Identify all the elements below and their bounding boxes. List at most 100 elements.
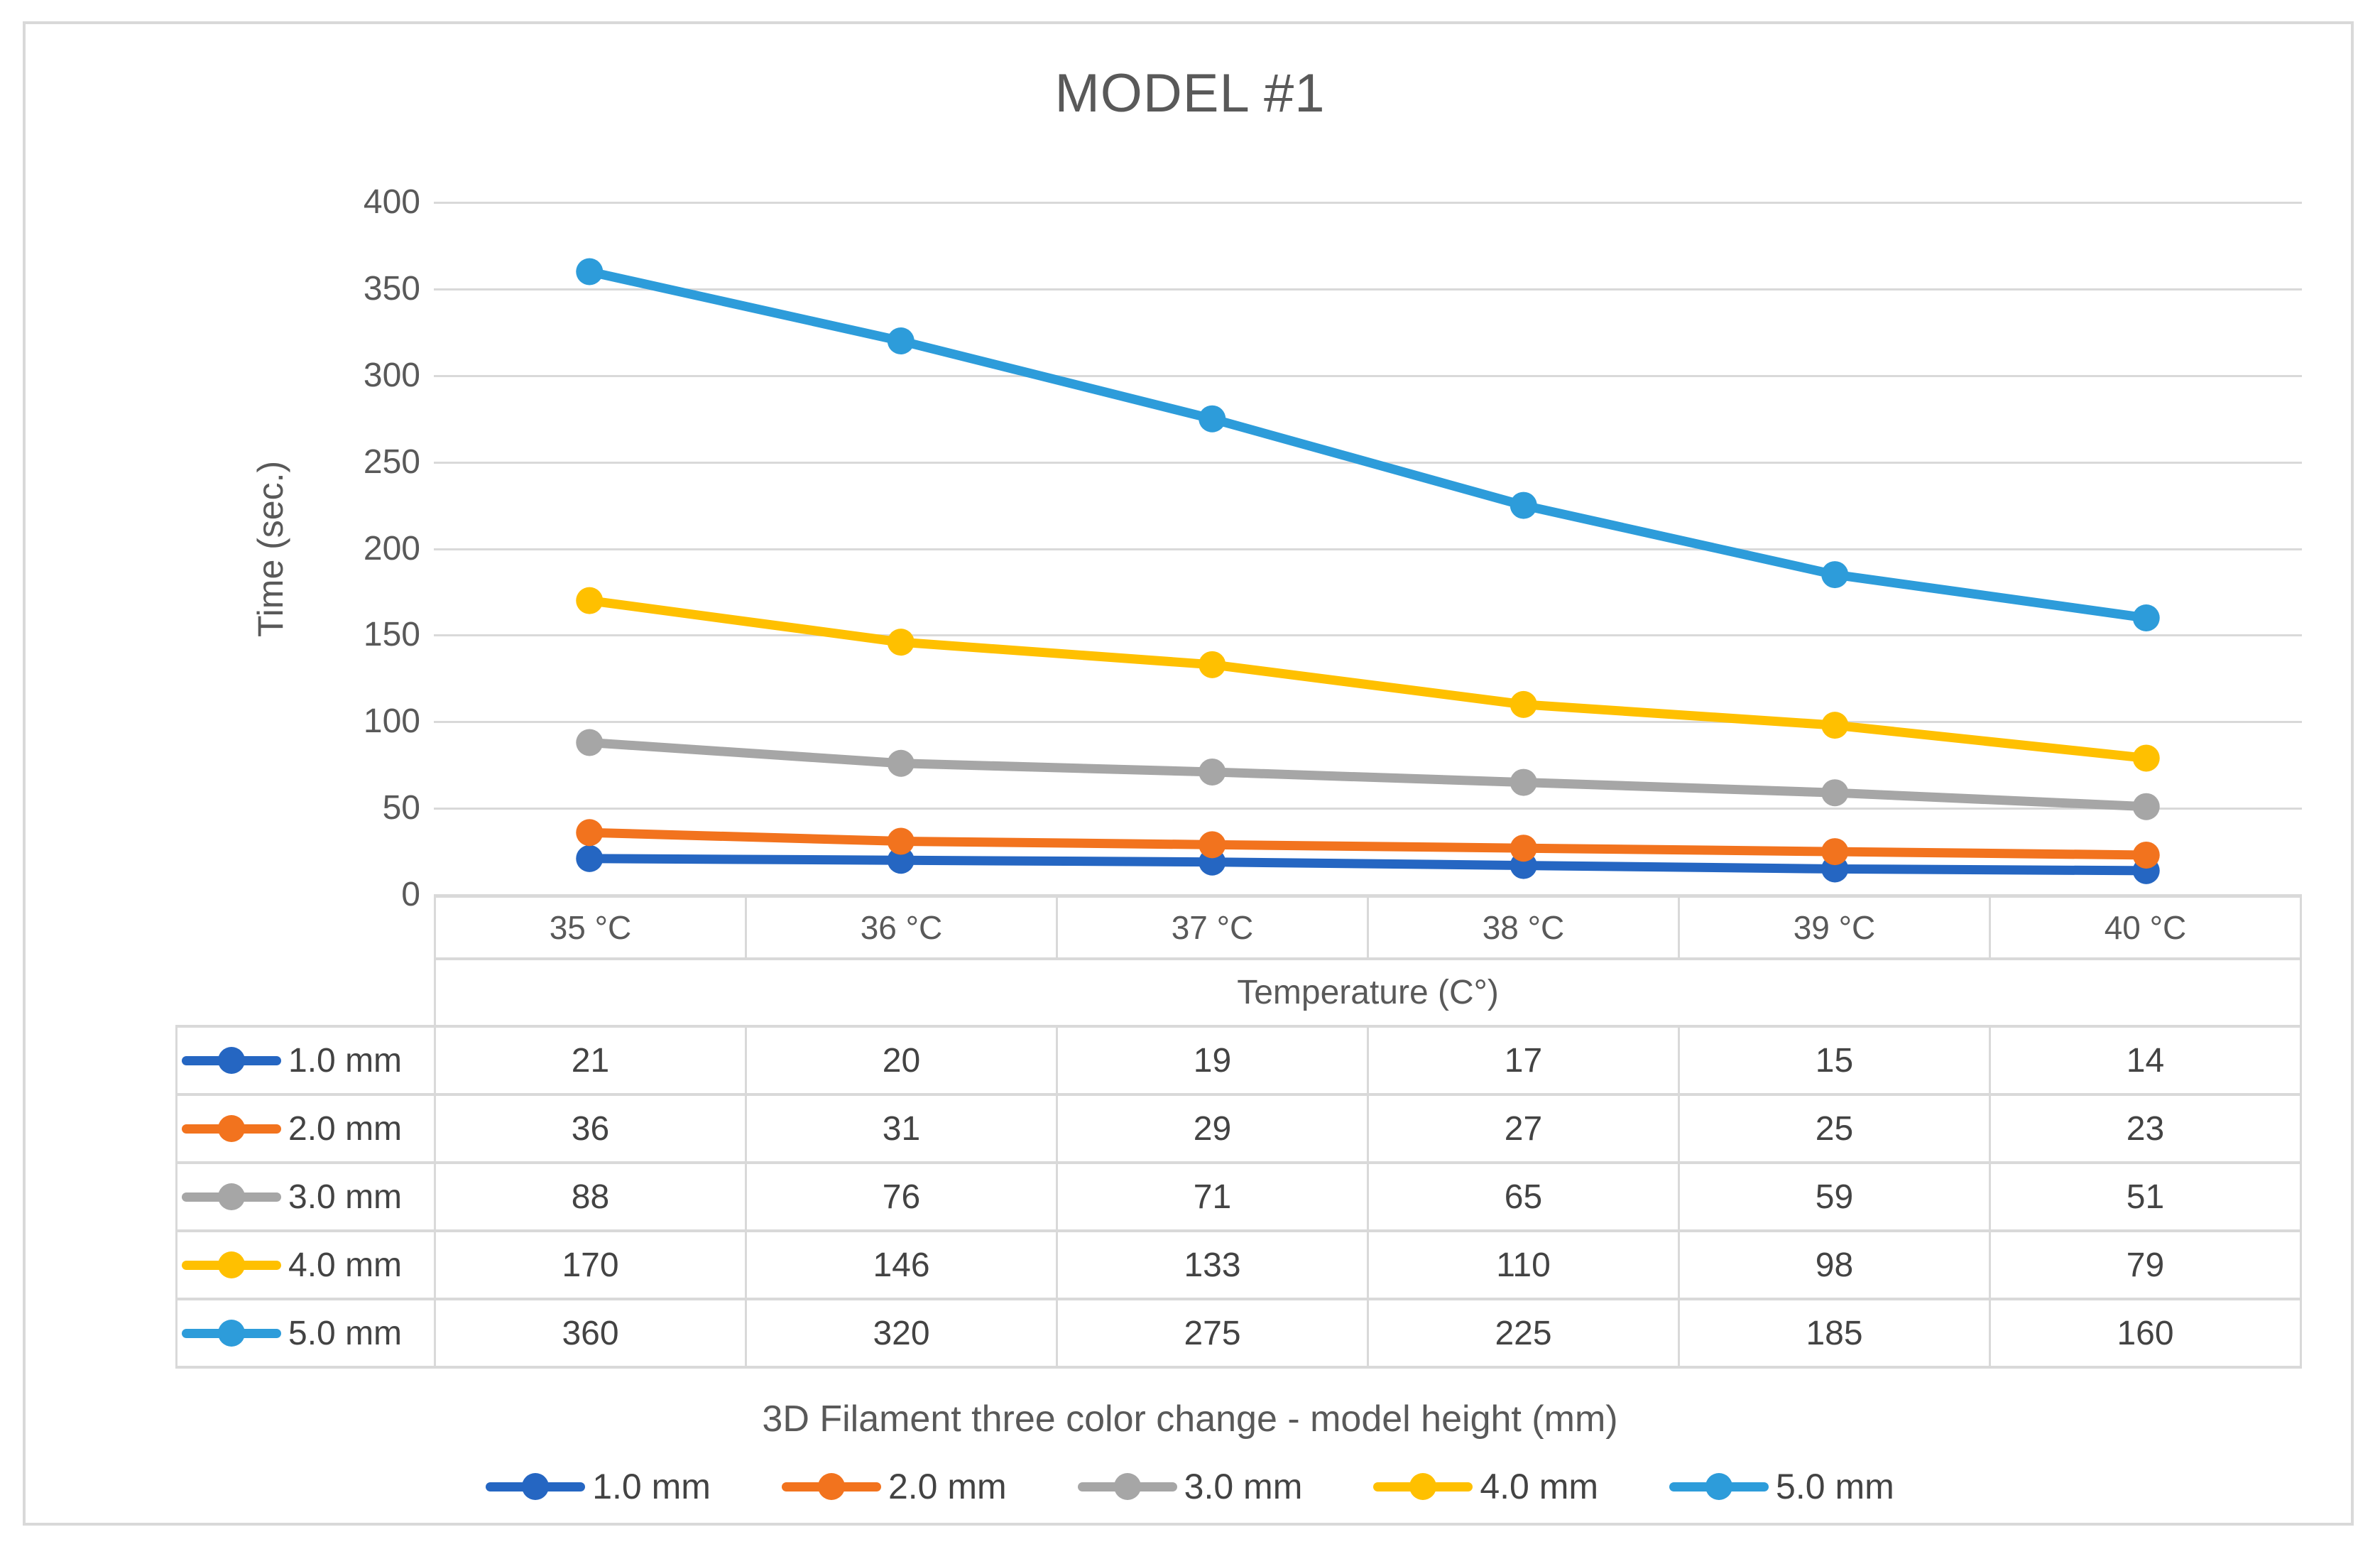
- series-dot-icon: [218, 1320, 245, 1347]
- value-cell: 160: [1989, 1298, 2302, 1369]
- series-key-cell: 1.0 mm: [175, 1025, 436, 1096]
- data-point-marker: [887, 827, 915, 855]
- value-cell: 76: [745, 1161, 1058, 1232]
- data-point-marker: [887, 327, 915, 354]
- series-key-label: 4.0 mm: [288, 1246, 403, 1284]
- data-point-marker: [887, 749, 915, 777]
- data-point-marker: [576, 587, 604, 614]
- series-marker-icon: [182, 1181, 281, 1212]
- chart-legend: 1.0 mm 2.0 mm 3.0 mm 4.0 mm 5.0 mm: [0, 1466, 2380, 1507]
- legend-item-label: 5.0 mm: [1776, 1467, 1894, 1506]
- legend-item-label: 2.0 mm: [888, 1467, 1007, 1506]
- data-point-marker: [1510, 690, 1537, 718]
- y-tick-label: 0: [401, 876, 420, 913]
- legend-item-label: 3.0 mm: [1184, 1467, 1303, 1506]
- x-axis-title-cell: Temperature (C°): [434, 957, 2302, 1028]
- y-axis-label: Time (sec.): [251, 460, 290, 637]
- legend-item-label: 1.0 mm: [592, 1467, 711, 1506]
- data-point-marker: [1821, 712, 1849, 739]
- horizontal-gridline: [434, 721, 2302, 724]
- series-marker-icon: [1669, 1471, 1769, 1502]
- legend-item: 3.0 mm: [1077, 1466, 1303, 1507]
- series-dot-icon: [817, 1473, 845, 1500]
- value-cell: 98: [1678, 1229, 1991, 1300]
- horizontal-gridline: [434, 894, 2302, 896]
- y-tick-label: 250: [363, 442, 420, 481]
- table-row: 2.0 mm 36 31 29 27 25 23: [175, 1093, 2302, 1164]
- series-dot-icon: [218, 1047, 245, 1074]
- value-cell: 65: [1367, 1161, 1680, 1232]
- value-cell: 27: [1367, 1093, 1680, 1164]
- series-marker-icon: [182, 1317, 281, 1349]
- series-marker-icon: [182, 1113, 281, 1144]
- value-cell: 275: [1056, 1298, 1369, 1369]
- series-dot-icon: [522, 1473, 550, 1500]
- value-cell: 170: [434, 1229, 747, 1300]
- value-cell: 29: [1056, 1093, 1369, 1164]
- line-chart-plot-area: [576, 258, 2160, 884]
- horizontal-gridline: [434, 808, 2302, 810]
- value-cell: 320: [745, 1298, 1058, 1369]
- data-point-marker: [1821, 561, 1849, 589]
- series-dot-icon: [1409, 1473, 1437, 1500]
- series-axis-title: 3D Filament three color change - model h…: [762, 1398, 1618, 1440]
- data-point-marker: [2132, 841, 2160, 869]
- series-dot-icon: [1113, 1473, 1141, 1500]
- series-key-label: 5.0 mm: [288, 1314, 403, 1352]
- value-cell: 31: [745, 1093, 1058, 1164]
- category-header-cell: 38 °C: [1367, 895, 1680, 960]
- value-cell: 21: [434, 1025, 747, 1096]
- value-cell: 20: [745, 1025, 1058, 1096]
- series-key-cell: 3.0 mm: [175, 1161, 436, 1232]
- data-point-marker: [576, 729, 604, 756]
- data-point-marker: [576, 844, 604, 872]
- data-point-marker: [887, 847, 915, 874]
- y-tick-label: 150: [363, 616, 420, 654]
- y-tick-label: 50: [382, 789, 420, 827]
- y-tick-label: 200: [363, 529, 420, 567]
- value-cell: 185: [1678, 1298, 1991, 1369]
- legend-item: 1.0 mm: [486, 1466, 711, 1507]
- table-corner-blank: [177, 959, 435, 1026]
- value-cell: 133: [1056, 1229, 1369, 1300]
- series-marker-icon: [182, 1249, 281, 1281]
- data-point-marker: [2132, 793, 2160, 820]
- data-point-marker: [1199, 831, 1226, 859]
- series-line-2.0-mm: [584, 827, 2151, 860]
- data-point-marker: [1510, 768, 1537, 796]
- category-header-cell: 36 °C: [745, 895, 1058, 960]
- value-cell: 360: [434, 1298, 747, 1369]
- horizontal-gridline: [434, 288, 2302, 290]
- value-cell: 51: [1989, 1161, 2302, 1232]
- value-cell: 59: [1678, 1161, 1991, 1232]
- data-point-marker: [1199, 405, 1226, 433]
- series-dot-icon: [218, 1183, 245, 1210]
- table-row: 4.0 mm 170 146 133 110 98 79: [175, 1229, 2302, 1300]
- series-dot-icon: [1705, 1473, 1733, 1500]
- data-point-marker: [2132, 604, 2160, 631]
- category-header-cell: 40 °C: [1989, 895, 2302, 960]
- value-cell: 23: [1989, 1093, 2302, 1164]
- series-marker-icon: [1373, 1471, 1473, 1502]
- table-row: 5.0 mm 360 320 275 225 185 160: [175, 1298, 2302, 1369]
- legend-item: 2.0 mm: [781, 1466, 1007, 1507]
- data-point-marker: [1821, 779, 1849, 807]
- series-dot-icon: [218, 1115, 245, 1142]
- value-cell: 19: [1056, 1025, 1369, 1096]
- series-key-cell: 2.0 mm: [175, 1093, 436, 1164]
- table-corner-blank: [177, 896, 435, 959]
- data-table: 35 °C 36 °C 37 °C 38 °C 39 °C 40 °C Temperatur…: [175, 895, 2302, 1369]
- value-cell: 225: [1367, 1298, 1680, 1369]
- series-line-3.0-mm: [584, 738, 2151, 812]
- value-cell: 14: [1989, 1025, 2302, 1096]
- chart-title: MODEL #1: [1054, 63, 1326, 124]
- series-marker-icon: [1077, 1471, 1177, 1502]
- value-cell: 79: [1989, 1229, 2302, 1300]
- data-point-marker: [887, 629, 915, 656]
- horizontal-gridline: [434, 202, 2302, 204]
- data-point-marker: [1510, 835, 1537, 862]
- legend-item: 5.0 mm: [1669, 1466, 1894, 1507]
- category-header-cell: 39 °C: [1678, 895, 1991, 960]
- data-point-marker: [576, 258, 604, 286]
- series-line-1.0-mm: [584, 854, 2151, 876]
